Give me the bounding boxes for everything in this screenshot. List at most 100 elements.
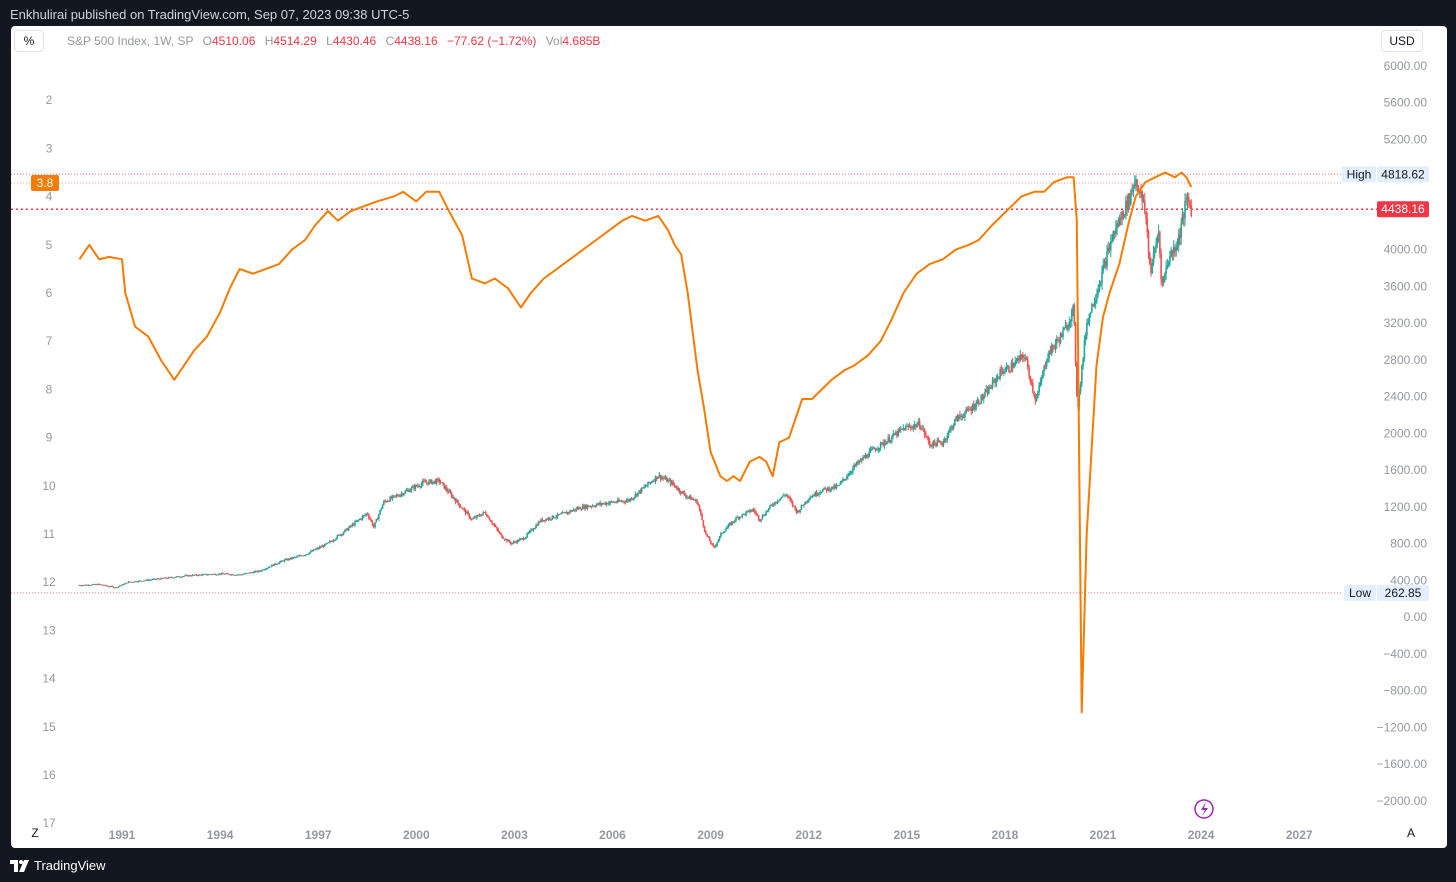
candle-body [521, 538, 523, 539]
candle-body [339, 534, 341, 536]
candle-body [1044, 365, 1047, 367]
z-button[interactable]: Z [25, 824, 45, 842]
candle-body [1060, 333, 1063, 338]
candle-body [1037, 392, 1039, 399]
candle-body [526, 533, 529, 537]
candle-body [351, 524, 354, 526]
candle-body [828, 487, 830, 491]
candle-body [152, 578, 155, 580]
candle-body [764, 514, 766, 516]
candle-body [112, 586, 115, 588]
high-value-box [1377, 166, 1429, 183]
candle-body [945, 438, 947, 440]
candle-body [716, 542, 718, 546]
chart-panel[interactable]: % S&P 500 Index, 1W, SP O4510.06 H4514.2… [11, 26, 1447, 848]
candle-body [577, 507, 580, 510]
candle-body [702, 520, 705, 527]
candle-body [556, 514, 559, 517]
lightning-icon[interactable] [1194, 799, 1214, 819]
candle-body [223, 573, 225, 575]
candle-body [546, 518, 549, 520]
candle-body [494, 525, 497, 528]
candle-body [277, 563, 280, 565]
candle-body [906, 426, 908, 427]
candle-body [483, 512, 486, 513]
candle-body [871, 448, 873, 450]
candle-body [857, 461, 859, 464]
candle-body [474, 517, 477, 519]
candle-body [977, 400, 980, 405]
candle-body [645, 485, 648, 487]
candle-body [249, 572, 252, 574]
candle-body [673, 484, 676, 486]
right-axis-tick: 800.00 [1390, 537, 1427, 551]
candle-body [630, 498, 633, 500]
candle-body [181, 576, 184, 578]
candle-body [110, 586, 112, 588]
candle-body [283, 559, 286, 562]
candle-body [462, 508, 464, 510]
candle-body [472, 518, 474, 520]
candle-body [567, 511, 570, 513]
candle-body [1058, 340, 1061, 343]
candle-body [461, 507, 463, 509]
candle-body [1016, 358, 1019, 361]
time-axis-tick: 2027 [1286, 828, 1313, 842]
candle-body [693, 499, 696, 501]
candle-body [766, 510, 769, 512]
candle-body [678, 488, 681, 492]
candle-body [281, 560, 283, 562]
time-axis-tick: 1991 [109, 828, 136, 842]
candle-body [570, 510, 573, 512]
candle-body [749, 510, 751, 512]
candle-body [1151, 263, 1154, 274]
candle-body [308, 552, 311, 554]
candle-body [87, 584, 90, 586]
candle-body [1167, 262, 1170, 266]
candle-body [786, 494, 789, 497]
candle-body [692, 498, 695, 500]
candle-body [1076, 363, 1078, 397]
candle-body [1024, 357, 1027, 359]
candle-body [493, 524, 496, 526]
candle-body [1108, 247, 1111, 251]
candle-body [444, 487, 447, 489]
candle-body [1093, 302, 1096, 307]
candle-body [1018, 358, 1020, 361]
percent-scale-button[interactable]: % [14, 30, 44, 52]
candle-body [754, 510, 756, 513]
candle-body [1109, 241, 1112, 251]
candle-body [1000, 369, 1003, 372]
symbol-legend: S&P 500 Index, 1W, SP O4510.06 H4514.29 … [67, 34, 600, 48]
candle-body [513, 541, 516, 543]
candle-body [1081, 365, 1083, 385]
right-axis-tick: 2400.00 [1384, 390, 1428, 404]
orange-line-series [78, 171, 1193, 714]
candle-body [350, 525, 352, 527]
right-axis-tick: 1600.00 [1384, 463, 1428, 477]
candle-body [295, 557, 297, 558]
candle-body [411, 486, 414, 488]
right-axis-tick: 5200.00 [1384, 132, 1428, 146]
candle-body [770, 504, 773, 506]
candle-body [130, 581, 132, 583]
candle-body [1172, 247, 1175, 254]
candle-body [1025, 357, 1028, 360]
candle-body [1120, 217, 1122, 220]
candle-body [376, 519, 379, 520]
candle-body [808, 499, 810, 501]
candle-body [576, 508, 579, 510]
candle-body [560, 513, 562, 515]
candle-body [881, 442, 883, 444]
currency-button[interactable]: USD [1381, 30, 1423, 52]
candle-body [141, 580, 144, 582]
candle-body [362, 515, 365, 517]
a-button[interactable]: A [1401, 824, 1421, 842]
legend-change: −77.62 (−1.72%) [446, 34, 537, 48]
chart-svg[interactable]: 2 3 4 5 6 7 8 9 10 11 12 13 14 15 16 17 6000.00 5600.00 5… [11, 26, 1447, 848]
candle-body [414, 485, 417, 490]
candle-body [390, 497, 393, 499]
legend-vol-key: Vol [545, 34, 563, 48]
candle-body [132, 582, 135, 583]
tradingview-logo[interactable]: TradingView [10, 858, 106, 873]
